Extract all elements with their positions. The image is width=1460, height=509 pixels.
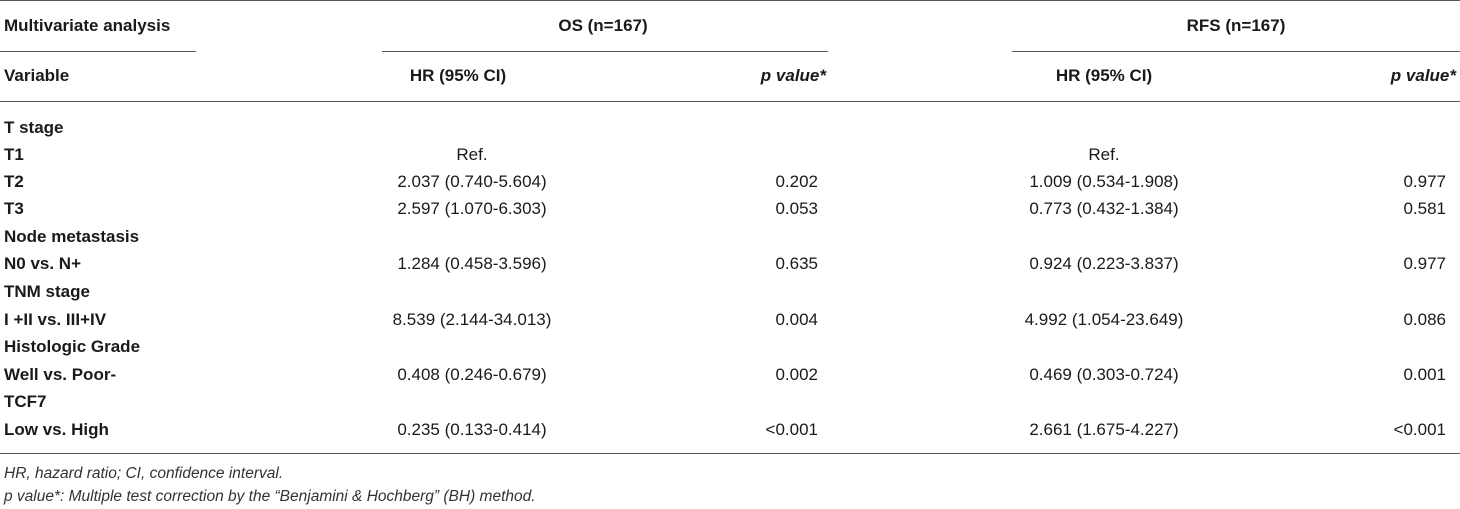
os-hr-cell: 1.284 (0.458-3.596) [397, 254, 547, 273]
os-p-column-header: p value* [760, 66, 826, 85]
variable-cell: Low vs. High [4, 420, 109, 439]
rfs-hr-cell: 0.469 (0.303-0.724) [1029, 365, 1179, 384]
os-p-cell: 0.635 [775, 254, 818, 273]
rfs-group-rule [1012, 51, 1460, 52]
group-label-rule [0, 51, 196, 52]
os-p-cell: <0.001 [765, 420, 818, 439]
variable-cell: T2 [4, 172, 24, 191]
rfs-hr-cell: 2.661 (1.675-4.227) [1029, 420, 1179, 439]
variable-cell: TCF7 [4, 392, 47, 411]
group-label: Multivariate analysis [4, 16, 171, 35]
variable-cell: Node metastasis [4, 227, 140, 246]
footnote-abbreviations: HR, hazard ratio; CI, confidence interva… [4, 465, 284, 482]
os-hr-column-header: HR (95% CI) [409, 66, 507, 85]
variable-cell: Histologic Grade [4, 337, 141, 356]
variable-cell: T1 [4, 145, 24, 164]
rfs-p-cell: 0.001 [1403, 365, 1446, 384]
rfs-p-cell: <0.001 [1393, 420, 1446, 439]
os-hr-cell: 2.597 (1.070-6.303) [397, 199, 547, 218]
os-group-rule [382, 51, 828, 52]
rfs-hr-column-header: HR (95% CI) [1055, 66, 1153, 85]
table-bottom-rule [0, 453, 1460, 454]
variable-cell: T stage [4, 118, 64, 137]
rfs-hr-cell: 1.009 (0.534-1.908) [1029, 172, 1179, 191]
rfs-p-cell: 0.581 [1403, 199, 1446, 218]
rfs-hr-cell: 0.924 (0.223-3.837) [1029, 254, 1179, 273]
variable-cell: T3 [4, 199, 24, 218]
variable-cell: TNM stage [4, 282, 90, 301]
os-p-cell: 0.053 [775, 199, 818, 218]
os-hr-cell: Ref. [456, 145, 488, 164]
rfs-p-cell: 0.977 [1403, 172, 1446, 191]
os-column-group: OS (n=167) [558, 16, 648, 35]
variable-cell: N0 vs. N+ [4, 254, 82, 273]
os-p-cell: 0.202 [775, 172, 818, 191]
header-bottom-rule [0, 101, 1460, 102]
rfs-hr-cell: Ref. [1088, 145, 1120, 164]
variable-column-header: Variable [4, 66, 70, 85]
variable-cell: I +II vs. III+IV [4, 310, 107, 329]
footnote-p-value: p value*: Multiple test correction by th… [4, 488, 536, 505]
os-hr-cell: 0.408 (0.246-0.679) [397, 365, 547, 384]
os-hr-cell: 8.539 (2.144-34.013) [392, 310, 552, 329]
rfs-p-cell: 0.977 [1403, 254, 1446, 273]
os-p-cell: 0.002 [775, 365, 818, 384]
os-hr-cell: 0.235 (0.133-0.414) [397, 420, 547, 439]
top-rule [0, 0, 1460, 1]
rfs-p-cell: 0.086 [1403, 310, 1446, 329]
rfs-hr-cell: 4.992 (1.054-23.649) [1024, 310, 1184, 329]
os-hr-cell: 2.037 (0.740-5.604) [397, 172, 547, 191]
rfs-column-group: RFS (n=167) [1186, 16, 1286, 35]
os-p-cell: 0.004 [775, 310, 818, 329]
variable-cell: Well vs. Poor- [4, 365, 117, 384]
rfs-p-column-header: p value* [1390, 66, 1456, 85]
rfs-hr-cell: 0.773 (0.432-1.384) [1029, 199, 1179, 218]
